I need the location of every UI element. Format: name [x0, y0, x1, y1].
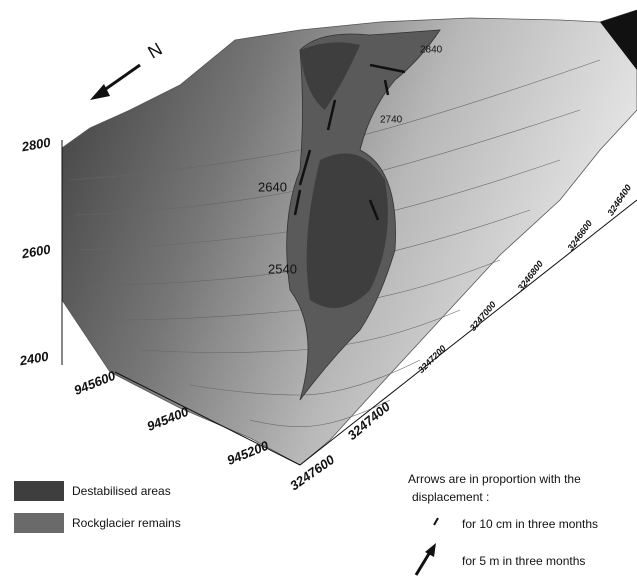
- legend-label: Destabilised areas: [72, 484, 171, 498]
- arrow-symbol: [416, 543, 436, 575]
- legend-label: Rockglacier remains: [72, 516, 181, 530]
- x-tick-label: 945400: [145, 404, 192, 434]
- arrow-symbol: [434, 518, 438, 525]
- z-tick-label: 2400: [18, 348, 51, 368]
- contour-label: 2640: [258, 179, 287, 194]
- y-tick-label: 3247000: [468, 300, 498, 333]
- north-arrow: [90, 65, 140, 100]
- x-tick-label: 945200: [225, 438, 272, 468]
- contour-label: 2540: [268, 261, 297, 276]
- y-tick-label: 3246600: [565, 218, 594, 252]
- contour-label: 2740: [380, 115, 403, 126]
- legend-swatch: [14, 513, 64, 533]
- note-large: for 5 m in three months: [462, 554, 585, 568]
- contour-label: 2840: [420, 45, 443, 56]
- figure: N280026002400945600945400945200324760032…: [0, 0, 637, 581]
- terrain: [62, 10, 637, 465]
- north-label: N: [144, 39, 165, 63]
- y-tick-label: 3247200: [416, 343, 448, 375]
- legend-swatch: [14, 481, 64, 501]
- x-tick-label: 945600: [72, 368, 119, 398]
- z-tick-label: 2600: [20, 241, 53, 261]
- z-tick-label: 2800: [20, 134, 53, 154]
- y-tick-label: 3246400: [605, 183, 633, 218]
- note-small: for 10 cm in three months: [462, 517, 598, 531]
